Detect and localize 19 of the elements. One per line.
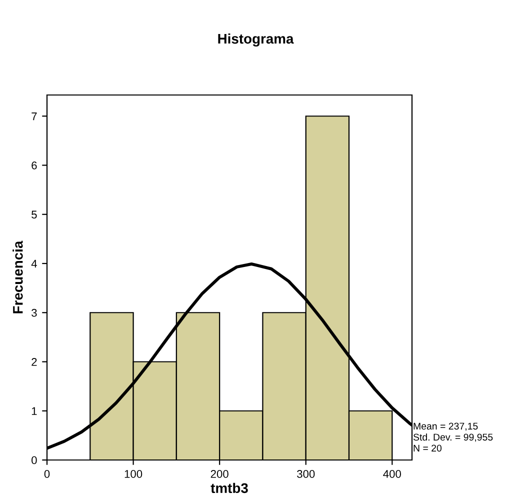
y-tick-label: 2 [32, 358, 37, 366]
x-tick-label: 0 [44, 470, 50, 478]
y-tick-label: 3 [32, 308, 37, 317]
y-tick-label: 5 [32, 210, 37, 219]
y-axis-title: Frecuencia [12, 240, 23, 314]
y-tick-label: 1 [32, 407, 37, 415]
y-tick-label: 4 [31, 260, 37, 268]
x-axis-title: tmtb3 [210, 482, 248, 494]
x-tick-label: 200 [210, 470, 228, 478]
chart-title: Histograma [218, 33, 294, 47]
x-tick-label: 300 [297, 470, 315, 478]
text: Std. Dev. = 99,955 [413, 433, 493, 442]
y-tick-label: 0 [32, 456, 37, 464]
text: N = 20 [414, 444, 442, 452]
y-tick-label: 7 [32, 112, 37, 120]
x-tick-label: 400 [383, 470, 401, 478]
x-tick-label: 100 [124, 470, 142, 478]
y-tick-label: 6 [32, 162, 37, 170]
text: Mean = 237,15 [414, 422, 478, 431]
